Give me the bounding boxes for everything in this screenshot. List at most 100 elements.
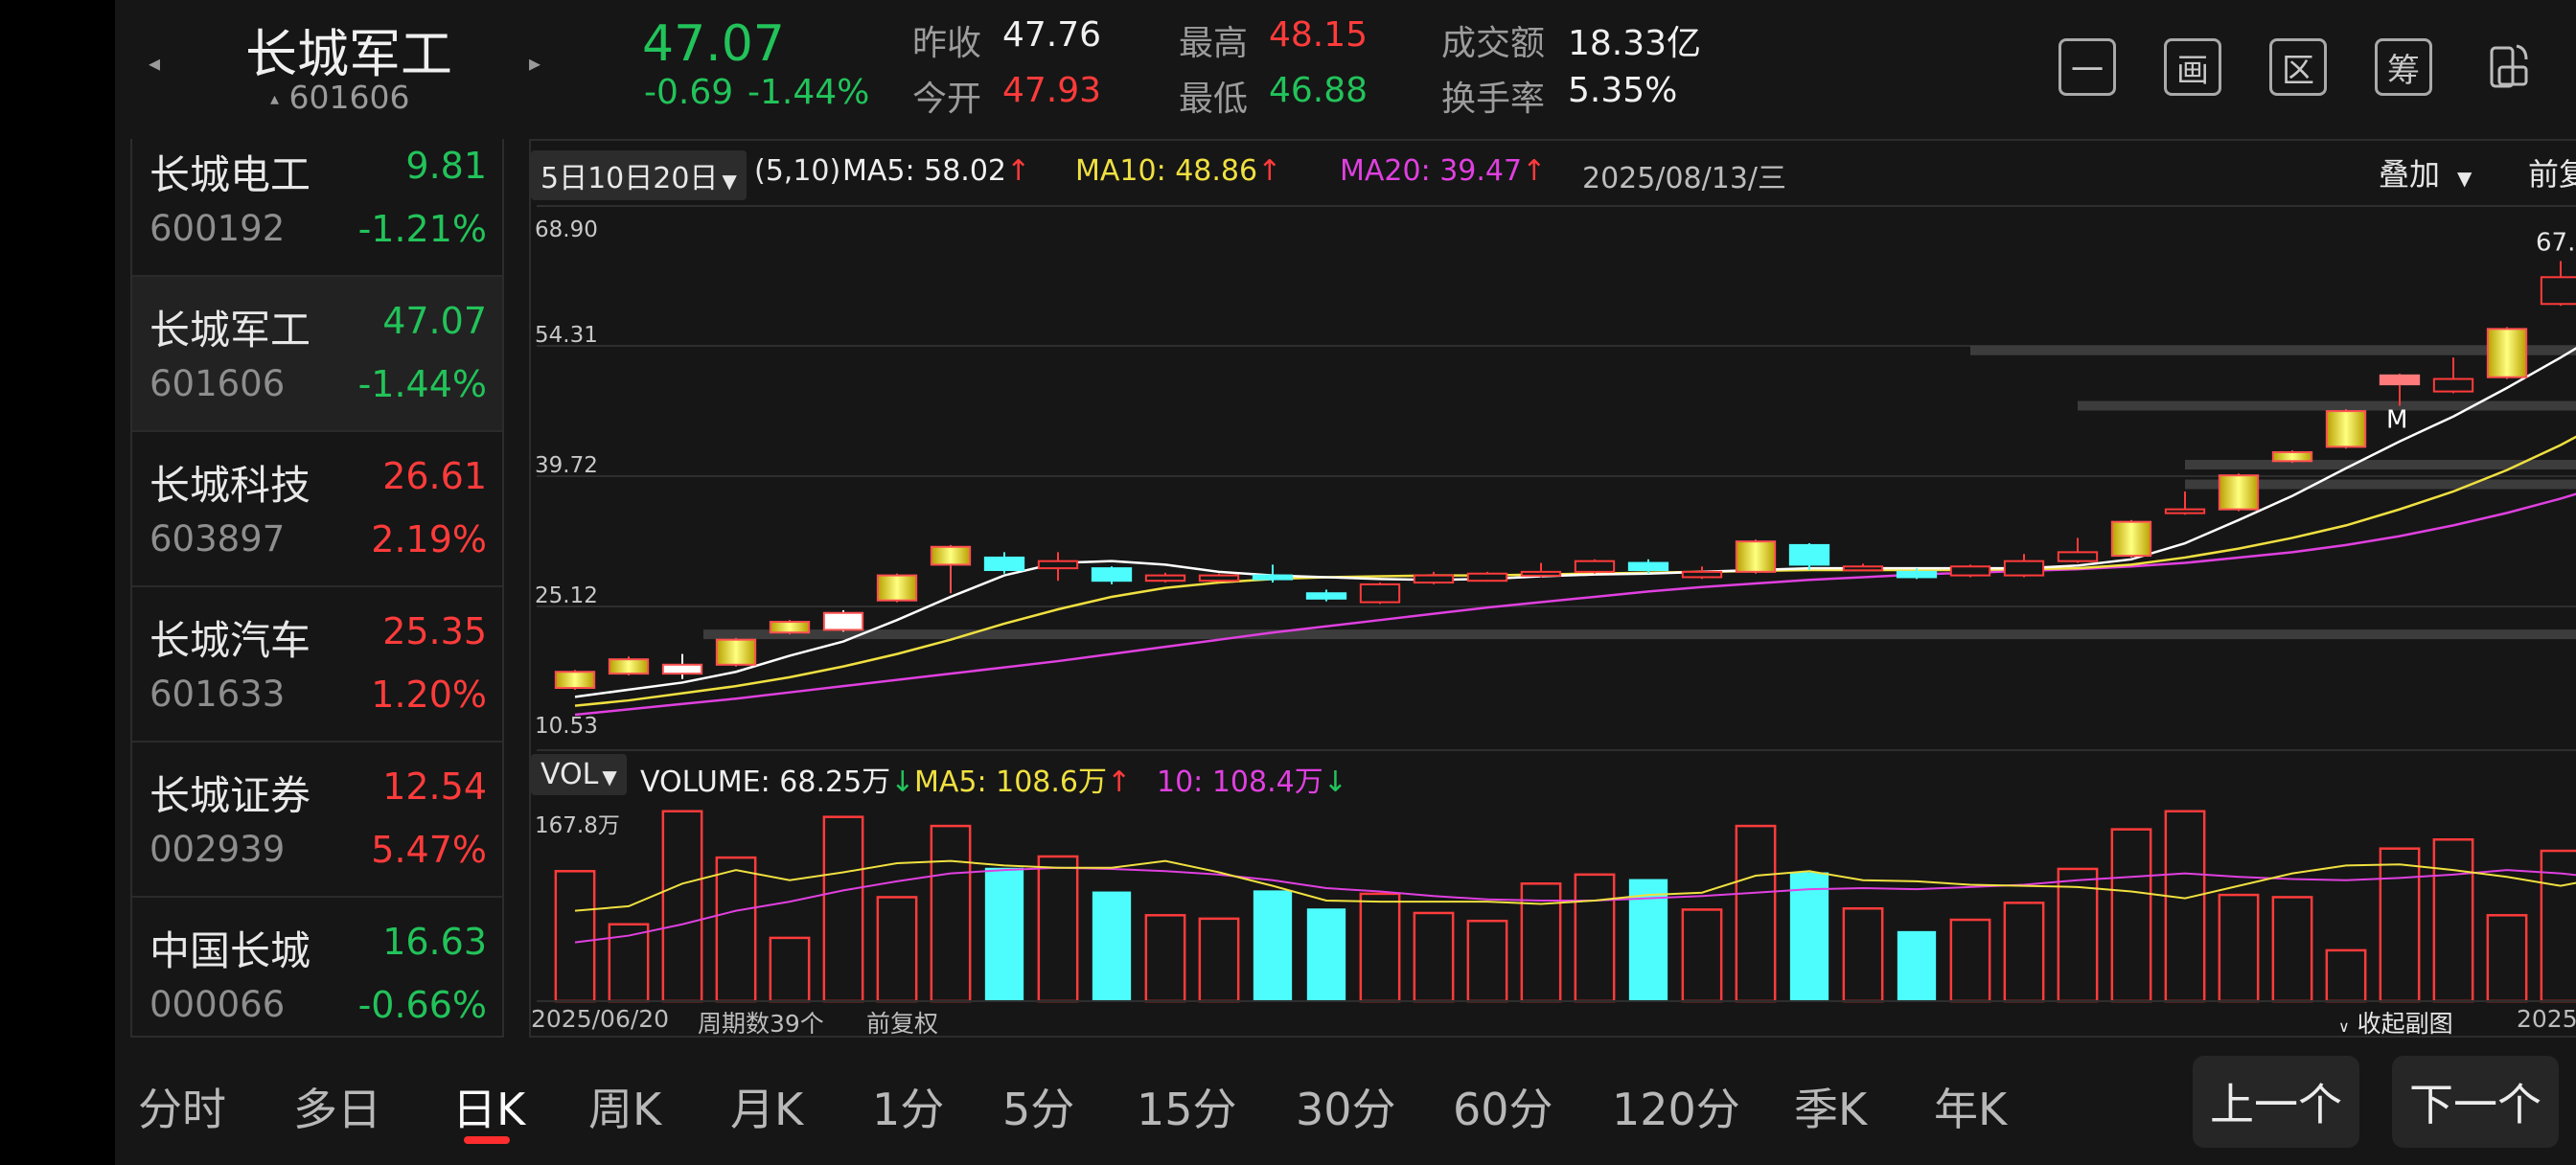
volume-bar — [1949, 918, 1991, 1003]
period-tab[interactable]: 15分 — [1137, 1084, 1237, 1135]
ma10-arrow-icon: ↑ — [1257, 154, 1282, 188]
adjust-footer-label: 前复权 — [866, 1010, 939, 1038]
collapse-subchart-button[interactable]: ∨ 收起副图 — [2338, 1005, 2453, 1039]
prev-stock-arrow-icon[interactable]: ◂ — [149, 50, 161, 77]
stat-value: 48.15 — [1269, 15, 1368, 55]
volume-bar — [1144, 914, 1186, 1003]
stock-list-price: 25.35 — [382, 610, 487, 652]
volume-bar — [1574, 873, 1616, 1003]
candle-body — [2164, 508, 2206, 514]
period-tab[interactable]: 周K — [588, 1084, 662, 1135]
stat-value: 18.33亿 — [1568, 24, 1702, 63]
candle-body — [1735, 540, 1777, 573]
stat-value: 46.88 — [1269, 71, 1368, 110]
stat-value: 47.76 — [1002, 15, 1102, 55]
volume-bar — [769, 936, 811, 1003]
ma-period-dropdown[interactable]: 5日10日20日 ▼ — [531, 150, 747, 200]
period-tab[interactable]: 分时 — [138, 1084, 226, 1135]
stock-list-pct: 1.20% — [371, 674, 487, 716]
vol-ma5-label: MA5: 108.6万↑ — [914, 758, 1131, 800]
next-stock-button[interactable]: 下一个 — [2392, 1056, 2559, 1148]
period-tab[interactable]: 季K — [1794, 1084, 1868, 1135]
stock-list-pct: 2.19% — [371, 518, 487, 560]
volume-bar — [1359, 892, 1401, 1003]
related-stock-list[interactable]: 长城电工 9.81 600192 -1.21% 长城军工 47.07 601606 -1.44… — [130, 139, 504, 1038]
candle-body — [2379, 374, 2421, 386]
period-count: 周期数39个 — [698, 1010, 824, 1038]
candle-body — [822, 611, 864, 631]
rotate-screen-icon[interactable] — [2478, 38, 2536, 96]
draw-icon-glyph: 画 — [2176, 51, 2209, 90]
sub-caret-icon: ▼ — [602, 765, 617, 788]
adjust-dropdown[interactable]: 前复权▼ — [2528, 150, 2576, 194]
stock-list-item[interactable]: 长城电工 9.81 600192 -1.21% — [132, 139, 502, 277]
stock-name: 长城军工 — [245, 24, 452, 84]
stock-list-item[interactable]: 长城科技 26.61 603897 2.19% — [132, 432, 502, 587]
candle-body — [554, 671, 596, 690]
stock-list-item[interactable]: 中国长城 16.63 000066 -0.66% — [132, 898, 502, 1036]
range-icon[interactable]: 区 — [2269, 38, 2327, 96]
period-tab[interactable]: 年K — [1934, 1084, 2008, 1135]
stock-list-item[interactable]: 长城汽车 25.35 601633 1.20% — [132, 587, 502, 742]
overlay-dropdown[interactable]: 叠加 ▼ — [2379, 150, 2472, 194]
stock-code-text: 601606 — [288, 79, 410, 116]
volume-max-label: 167.8万 — [535, 813, 620, 838]
volume-bar — [1198, 917, 1240, 1003]
range-icon-glyph: 区 — [2282, 51, 2314, 90]
volume-bar — [1466, 919, 1508, 1003]
candle-body — [1466, 572, 1508, 582]
volume-bar — [661, 810, 703, 1003]
stat-label: 最低 — [1179, 80, 1249, 119]
period-tab[interactable]: 120分 — [1612, 1084, 1740, 1135]
volume-bar — [2486, 914, 2528, 1003]
minus-icon-glyph: 一 — [2071, 51, 2104, 90]
sub-indicator-dropdown[interactable]: VOL ▼ — [531, 754, 627, 795]
kline-svg[interactable]: 68.90 54.31 39.72 25.12 10.53 67.82 M 167.8万 — [531, 141, 2576, 1036]
kline-chart-panel[interactable]: 5日10日20日 ▼ (5,10) MA5: 58.02↑ MA10: 48.86… — [529, 139, 2576, 1038]
cursor-date: 2025/08/13/三 — [1582, 162, 1787, 195]
period-tab[interactable]: 多日 — [293, 1084, 381, 1135]
candle-body — [983, 556, 1025, 571]
candle-body — [876, 574, 918, 602]
candle-body — [2325, 410, 2367, 448]
period-tab[interactable]: 日K — [452, 1084, 526, 1135]
period-tab[interactable]: 5分 — [1002, 1084, 1075, 1135]
chip-band — [2185, 460, 2576, 470]
marker-label: M — [2386, 405, 2407, 434]
volume-bar — [1037, 855, 1079, 1003]
stock-list-item[interactable]: 长城军工 47.07 601606 -1.44% — [132, 277, 502, 432]
period-tab[interactable]: 60分 — [1453, 1084, 1553, 1135]
stock-list-name: 中国长城 — [150, 927, 311, 974]
draw-icon[interactable]: 画 — [2164, 38, 2221, 96]
chip-icon[interactable]: 筹 — [2375, 38, 2432, 96]
stat-label: 换手率 — [1441, 80, 1546, 119]
volume-bar — [876, 896, 918, 1003]
volume-bar — [2110, 828, 2152, 1003]
candle-body — [2540, 276, 2576, 306]
candle-body — [2057, 551, 2099, 562]
stat-value: 47.93 — [1002, 71, 1102, 110]
ma20-value: MA20: 39.47 — [1340, 154, 1523, 188]
stock-list-name: 长城证券 — [150, 772, 311, 819]
period-tab[interactable]: 月K — [730, 1084, 804, 1135]
price-change: -0.69 — [644, 73, 734, 112]
chip-band — [1970, 345, 2576, 355]
candle-body — [2432, 377, 2474, 393]
next-stock-arrow-icon[interactable]: ▸ — [529, 50, 541, 77]
prev-stock-button[interactable]: 上一个 — [2193, 1056, 2359, 1148]
candle-body — [1305, 592, 1347, 600]
minus-icon[interactable]: 一 — [2058, 38, 2116, 96]
price-change-pct: -1.44% — [748, 73, 870, 112]
period-tab[interactable]: 30分 — [1296, 1084, 1396, 1135]
volume-bar — [1735, 824, 1777, 1003]
volume-bar — [2164, 810, 2206, 1003]
period-tab[interactable]: 1分 — [872, 1084, 945, 1135]
candle-body — [1842, 565, 1884, 572]
ma-params: (5,10) — [754, 154, 841, 188]
stock-list-pct: -0.66% — [357, 984, 487, 1026]
stock-list-name: 长城汽车 — [150, 617, 311, 664]
stock-list-item[interactable]: 长城证券 12.54 002939 5.47% — [132, 742, 502, 898]
candle-body — [1252, 574, 1294, 581]
stock-app: ◂ 长城军工 ▴ 601606 ▸ 47.07 -0.69 -1.44% 昨收 4… — [115, 0, 2576, 1165]
vol-ma10-label: 10: 108.4万↓ — [1157, 758, 1347, 800]
